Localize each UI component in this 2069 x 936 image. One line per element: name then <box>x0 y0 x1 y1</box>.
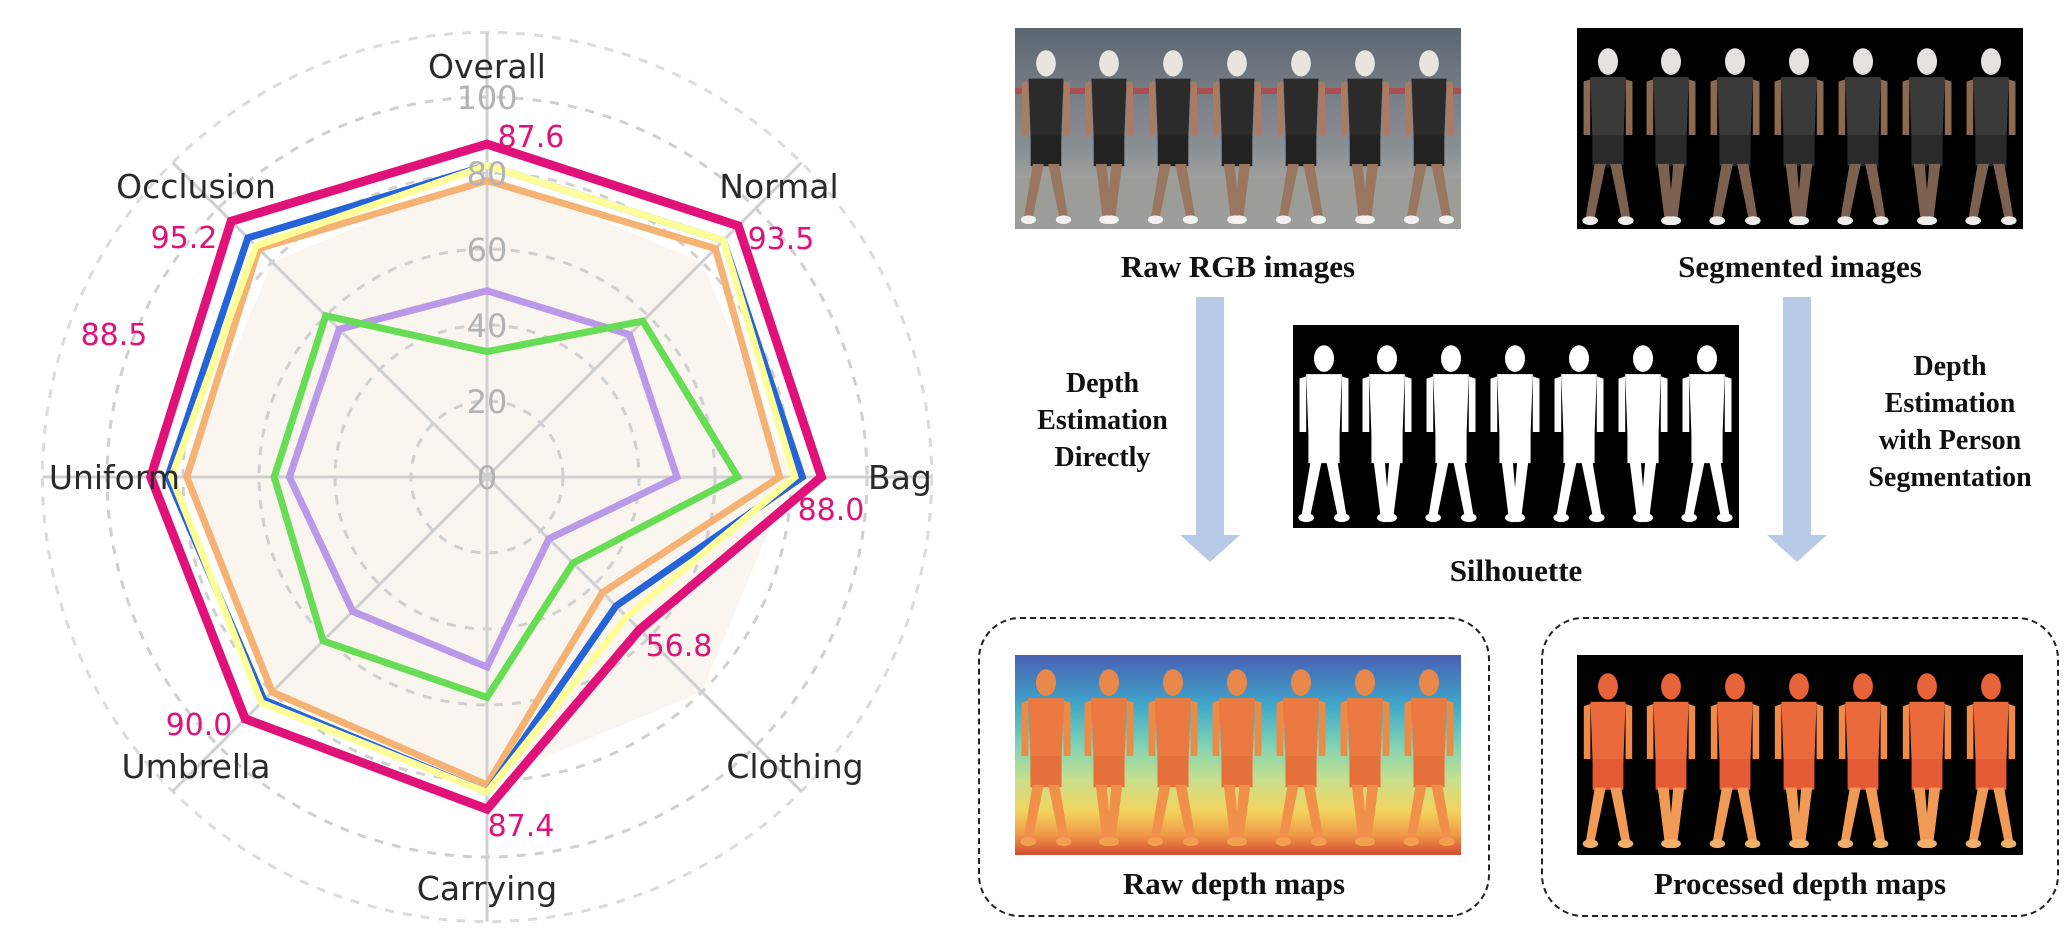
pedestrian-figure <box>1020 50 1072 225</box>
radar-value-label: 90.0 <box>166 708 233 743</box>
radar-value-label: 87.4 <box>488 809 555 844</box>
pedestrian-figure <box>1902 673 1952 849</box>
pedestrian-figure <box>1618 345 1668 523</box>
depth-segmentation-line-1: Depth <box>1913 351 1987 382</box>
pedestrian-figure <box>1084 50 1134 225</box>
pedestrian-figure <box>1425 345 1477 523</box>
raw-rgb-figures <box>1015 50 1461 229</box>
radar-chart: 0 20 40 60 80 100 Overall Normal Bag Clothing Car… <box>40 30 934 924</box>
radar-radial-ticks: 0 20 40 60 80 100 <box>456 79 517 497</box>
radar-axis-label: Overall <box>428 47 546 86</box>
pedestrian-figure <box>1340 50 1390 225</box>
depth-direct-line-2: Estimation <box>1037 405 1168 436</box>
radar-value-label: 88.0 <box>798 493 865 528</box>
radar-value-label: 88.5 <box>81 318 148 353</box>
pedestrian-figure <box>1020 669 1072 847</box>
radar-axis-label: Carrying <box>417 869 557 908</box>
pedestrian-figure <box>1212 669 1262 847</box>
depth-segmentation-label: Depth Estimation with Person Segmentatio… <box>1850 348 2050 496</box>
radar-axis-label: Normal <box>719 167 838 206</box>
pedestrian-figure <box>1147 50 1199 225</box>
radar-tick-label: 20 <box>467 383 508 421</box>
pedestrian-figure <box>1553 345 1605 523</box>
pedestrian-figure <box>1646 48 1696 226</box>
pedestrian-figure <box>1774 48 1824 226</box>
pedestrian-figure <box>1298 345 1350 523</box>
radar-value-labels: 87.6 93.5 88.0 56.8 87.4 90.0 88.5 95.2 <box>81 120 865 844</box>
raw-depth-figures <box>1020 669 1455 847</box>
depth-segmentation-line-2: Estimation <box>1884 388 2016 419</box>
radar-axis-label: Occlusion <box>116 167 276 206</box>
processed-depth-image-strip <box>1577 655 2023 855</box>
silhouette-image-strip <box>1293 325 1739 528</box>
pedestrian-figure <box>1362 345 1412 523</box>
radar-spoke <box>485 475 803 793</box>
pedestrian-figure <box>1774 673 1824 849</box>
radar-tick-label: 60 <box>467 231 508 269</box>
pedestrian-figure <box>1965 48 2017 226</box>
pedestrian-figure <box>1709 673 1761 849</box>
radar-axis-label: Clothing <box>726 747 863 786</box>
processed-depth-figures <box>1582 673 2017 849</box>
pedestrian-figure <box>1837 673 1889 849</box>
depth-direct-label: Depth Estimation Directly <box>1020 365 1185 476</box>
pedestrian-figure <box>1837 48 1889 226</box>
radar-spoke <box>171 475 489 793</box>
pedestrian-figure <box>1084 669 1134 847</box>
radar-value-label: 95.2 <box>151 221 218 256</box>
pedestrian-figure <box>1646 673 1696 849</box>
radar-axis-labels: Overall Normal Bag Clothing Carrying Umbrella… <box>49 47 932 908</box>
segmented-figures <box>1582 48 2017 226</box>
raw-depth-image-strip <box>1015 655 1461 855</box>
pedestrian-figure <box>1582 48 1634 226</box>
pedestrian-figure <box>1147 669 1199 847</box>
radar-series-5 <box>270 311 743 702</box>
pedestrian-figure <box>1965 673 2017 849</box>
pedestrian-figure <box>1275 669 1327 847</box>
radar-tick-label: 80 <box>467 155 508 193</box>
pedestrian-figure <box>1212 50 1262 225</box>
segmented-caption: Segmented images <box>1678 249 1922 284</box>
pedestrian-figure <box>1340 669 1390 847</box>
silhouette-figures <box>1298 345 1733 523</box>
radar-axis-label: Umbrella <box>122 747 271 786</box>
radar-axis-label: Uniform <box>49 458 180 497</box>
silhouette-caption: Silhouette <box>1449 553 1583 588</box>
pedestrian-figure <box>1582 673 1634 849</box>
radar-series-2 <box>167 161 799 797</box>
radar-series-4 <box>183 176 784 790</box>
processed-depth-caption: Processed depth maps <box>1653 866 1947 901</box>
radar-value-label: 87.6 <box>498 120 565 155</box>
radar-tick-label: 100 <box>456 79 517 117</box>
radar-series <box>145 139 827 815</box>
radar-series-1 <box>145 139 827 815</box>
depth-segmentation-line-4: Segmentation <box>1868 462 2032 493</box>
depth-direct-line-1: Depth <box>1065 368 1140 399</box>
depth-direct-arrow <box>1180 297 1240 562</box>
raw-rgb-caption: Raw RGB images <box>1120 249 1356 284</box>
pedestrian-figure <box>1403 50 1455 225</box>
radar-axis-label: Bag <box>868 458 932 497</box>
raw-rgb-image-strip <box>1015 28 1461 229</box>
pedestrian-figure <box>1403 669 1455 847</box>
depth-segmentation-line-3: with Person <box>1878 425 2022 456</box>
radar-series-6 <box>285 287 682 672</box>
pedestrian-figure <box>1902 48 1952 226</box>
processed-depth-box <box>1541 617 2059 917</box>
radar-tick-label: 40 <box>467 307 508 345</box>
segmented-image-strip <box>1577 28 2023 229</box>
pedestrian-figure <box>1681 345 1733 523</box>
radar-value-label: 93.5 <box>748 222 815 257</box>
pedestrian-figure <box>1490 345 1540 523</box>
radar-value-label: 56.8 <box>646 629 713 664</box>
raw-depth-box <box>978 617 1490 917</box>
pedestrian-figure <box>1275 50 1327 225</box>
pedestrian-figure <box>1709 48 1761 226</box>
radar-tick-label: 0 <box>477 459 497 497</box>
depth-direct-line-3: Directly <box>1054 442 1151 473</box>
raw-depth-caption: Raw depth maps <box>1122 866 1346 901</box>
depth-segmentation-arrow <box>1767 297 1827 562</box>
